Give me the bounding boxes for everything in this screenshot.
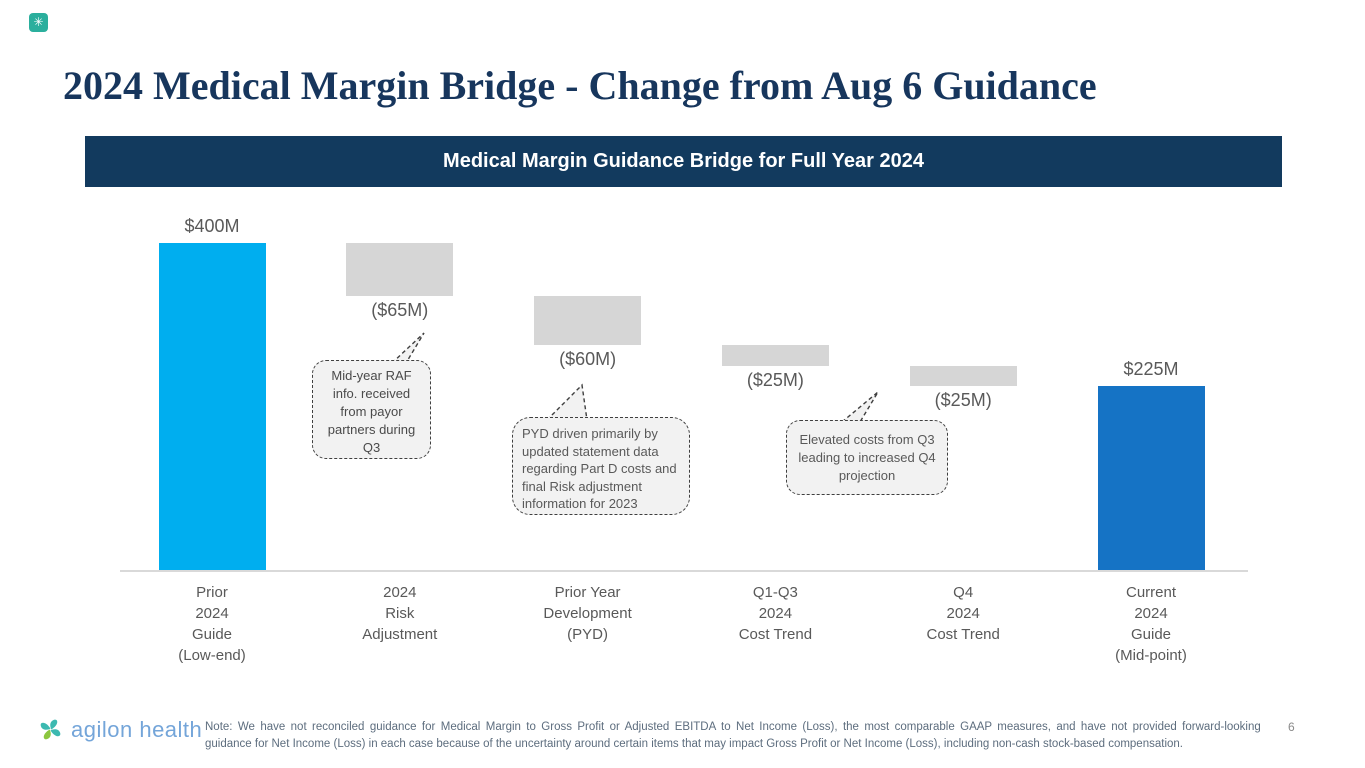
bar-1-total <box>158 243 266 570</box>
bar-value-label: ($60M) <box>559 349 617 370</box>
callout-tail-pyd <box>545 383 588 421</box>
bar-2-decrease <box>346 243 454 297</box>
x-axis-label: Prior Year Development (PYD) <box>543 584 632 643</box>
agilon-health-logo: agilon health <box>37 716 202 743</box>
bar-6-total <box>1097 386 1205 570</box>
agilon-app-icon: ✳ <box>29 13 48 32</box>
bar-value-label: ($25M) <box>934 390 992 411</box>
agilon-logo-mark <box>40 719 61 740</box>
page-title: 2024 Medical Margin Bridge - Change from… <box>63 63 1097 108</box>
bar-value-label: $225M <box>1123 359 1179 380</box>
page-number: 6 <box>1288 720 1295 734</box>
bar-4-decrease <box>721 345 829 366</box>
callout-risk-adjustment: Mid-year RAF info. received from payor p… <box>312 360 431 459</box>
x-axis-label: Current 2024 Guide (Mid-point) <box>1115 584 1187 664</box>
callout-q4-cost: Elevated costs from Q3 leading to increa… <box>786 420 948 495</box>
bar-value-label: $400M <box>184 216 240 236</box>
chart-title-banner: Medical Margin Guidance Bridge for Full … <box>85 136 1282 187</box>
x-axis-label: 2024 Risk Adjustment <box>362 584 438 643</box>
footnote-line1: Note: We have not reconciled guidance fo… <box>205 721 1261 733</box>
bar-value-label: ($25M) <box>746 369 804 390</box>
chart-title: Medical Margin Guidance Bridge for Full … <box>443 150 924 172</box>
x-axis-label: Prior 2024 Guide (Low-end) <box>178 584 246 664</box>
x-axis-label: Q4 2024 Cost Trend <box>926 584 1000 643</box>
callout-pyd: PYD driven primarily by updated statemen… <box>512 417 690 515</box>
x-axis-label: Q1-Q3 2024 Cost Trend <box>738 584 813 643</box>
bar-3-decrease <box>534 296 642 346</box>
footnote-line2: guidance for Net Income (Loss) in each c… <box>205 737 1183 750</box>
bar-value-label: ($65M) <box>371 300 429 321</box>
callout-tail-risk-adjustment <box>390 332 425 364</box>
footnote: Note: We have not reconciled guidance fo… <box>205 719 1261 752</box>
callout-tail-q4-cost <box>840 391 879 423</box>
bar-5-decrease <box>909 365 1017 387</box>
agilon-logo-text: agilon health <box>71 716 203 742</box>
x-axis-line <box>120 570 1248 572</box>
